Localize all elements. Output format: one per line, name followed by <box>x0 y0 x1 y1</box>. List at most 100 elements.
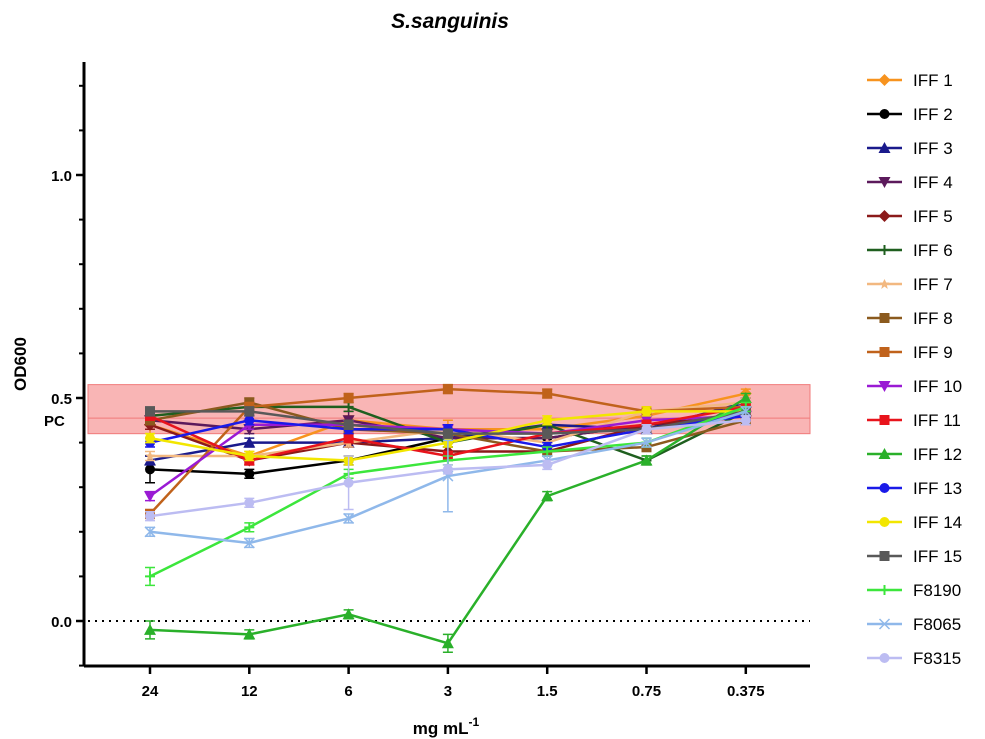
x-axis-ticks: 24 12 6 3 1.5 0.75 0.375 <box>142 666 765 700</box>
pc-label: PC <box>44 413 65 430</box>
marker-triangle-down <box>878 381 891 392</box>
marker-square <box>879 415 890 425</box>
x-tick-label: 1.5 <box>537 683 558 700</box>
marker-circle <box>244 468 255 479</box>
legend-item: IFF 5 <box>867 207 953 226</box>
marker-triangle <box>739 392 752 403</box>
marker-triangle <box>144 623 156 635</box>
chart-title: S.sanguinis <box>391 10 509 33</box>
legend-label: IFF 10 <box>913 377 962 396</box>
marker-triangle <box>878 142 891 153</box>
marker-triangle <box>243 628 256 640</box>
marker-triangle <box>342 608 355 620</box>
marker-square <box>442 384 453 395</box>
marker-triangle <box>541 490 554 502</box>
legend-item: IFF 8 <box>867 309 953 328</box>
marker-square <box>343 433 354 444</box>
legend-label: IFF 4 <box>913 173 953 192</box>
marker-triangle-down <box>144 491 156 503</box>
marker-circle <box>343 477 354 488</box>
x-tick-label: 0.75 <box>632 683 661 700</box>
marker-plus <box>879 585 890 595</box>
marker-square <box>879 313 890 323</box>
marker-square <box>244 406 255 417</box>
marker-circle <box>879 483 890 493</box>
marker-plus <box>879 245 890 255</box>
marker-circle <box>244 497 255 508</box>
marker-square <box>343 419 354 430</box>
marker-circle <box>542 415 553 426</box>
legend-label: F8190 <box>913 581 961 600</box>
x-tick-label: 12 <box>241 683 258 700</box>
y-tick-label: 0.0 <box>51 614 72 631</box>
legend-label: IFF 3 <box>913 139 953 158</box>
legend-item: IFF 10 <box>867 377 962 396</box>
x-tick-label: 0.375 <box>727 683 765 700</box>
legend-item: IFF 3 <box>867 139 953 158</box>
legend-label: IFF 1 <box>913 71 953 90</box>
marker-square <box>343 393 354 403</box>
marker-circle <box>641 424 652 435</box>
y-tick-label: 0.5 <box>51 391 72 408</box>
series-f8315 <box>145 415 751 522</box>
y-axis-label: OD600 <box>11 337 30 391</box>
legend-item: F8190 <box>867 581 961 600</box>
x-tick-label: 24 <box>142 683 159 700</box>
marker-diamond <box>878 74 891 86</box>
legend-label: IFF 5 <box>913 207 953 226</box>
marker-triangle <box>243 436 256 448</box>
marker-circle <box>244 450 255 461</box>
marker-x <box>144 526 156 538</box>
marker-circle <box>879 517 890 527</box>
marker-circle <box>879 653 890 663</box>
marker-triangle-down <box>878 177 891 188</box>
legend-item: IFF 14 <box>867 513 962 532</box>
marker-square <box>879 551 890 561</box>
marker-circle <box>145 433 155 444</box>
legend-item: F8315 <box>867 649 961 668</box>
marker-circle <box>145 511 155 522</box>
marker-x <box>740 405 752 417</box>
marker-plus <box>244 522 255 533</box>
marker-circle <box>641 406 652 417</box>
legend-label: IFF 15 <box>913 547 962 566</box>
legend-item: IFF 7 <box>867 275 953 294</box>
legend-label: IFF 13 <box>913 479 962 498</box>
marker-triangle <box>640 454 653 466</box>
marker-square <box>542 388 553 399</box>
marker-circle <box>879 109 890 119</box>
x-axis-label: mg mL-1 <box>413 715 480 738</box>
legend-item: IFF 12 <box>867 445 962 464</box>
marker-circle <box>542 459 553 470</box>
marker-square <box>879 347 890 357</box>
marker-diamond <box>878 210 891 222</box>
marker-square <box>442 428 453 439</box>
marker-x <box>343 512 355 524</box>
legend-item: IFF 9 <box>867 343 953 362</box>
legend-label: IFF 11 <box>913 411 961 430</box>
series-iff-12 <box>144 392 752 653</box>
marker-plus <box>145 571 155 582</box>
y-axis-ticks: 0.0 0.5 1.0 <box>51 84 84 667</box>
legend-label: IFF 9 <box>913 343 953 362</box>
legend-item: IFF 13 <box>867 479 962 498</box>
marker-triangle <box>878 448 891 459</box>
marker-x <box>878 618 891 630</box>
marker-star <box>145 450 155 461</box>
marker-plus <box>343 401 354 412</box>
legend-item: IFF 4 <box>867 173 953 192</box>
legend-label: IFF 12 <box>913 445 962 464</box>
x-tick-label: 3 <box>444 683 452 700</box>
marker-circle <box>442 464 453 475</box>
legend-label: IFF 7 <box>913 275 953 294</box>
legend-item: IFF 1 <box>867 71 953 90</box>
marker-x <box>243 537 255 549</box>
x-tick-label: 6 <box>344 683 352 700</box>
legend-label: IFF 6 <box>913 241 953 260</box>
marker-star <box>879 279 890 289</box>
legend-label: IFF 14 <box>913 513 962 532</box>
x-axis-label-text: mg mL <box>413 719 469 738</box>
marker-plus <box>542 446 553 457</box>
legend-label: F8065 <box>913 615 961 634</box>
